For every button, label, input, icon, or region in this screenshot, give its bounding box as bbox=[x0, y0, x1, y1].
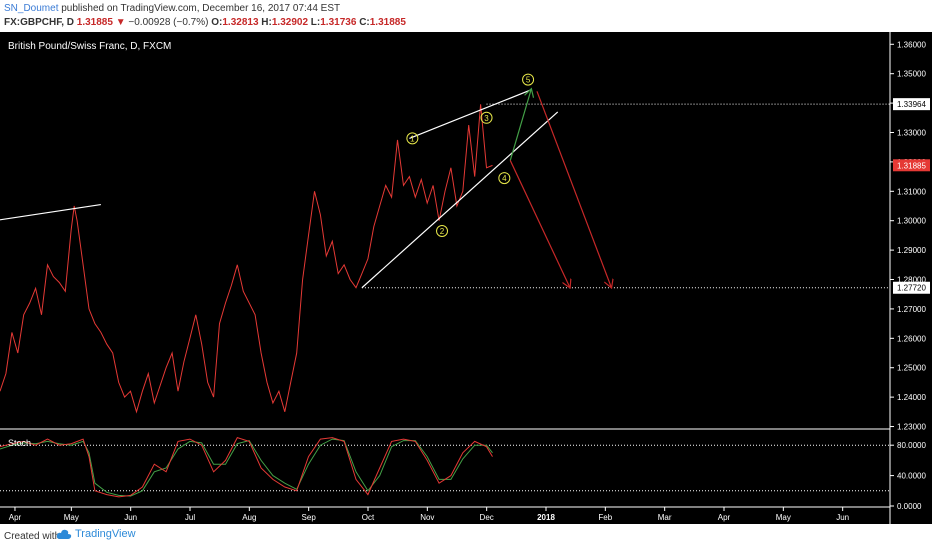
chart-footer: Created with TradingView bbox=[0, 524, 932, 550]
time-tick-label: Aug bbox=[242, 513, 256, 522]
price-tick-label: 1.35000 bbox=[897, 70, 926, 79]
price-badge-label: 1.27720 bbox=[897, 284, 926, 293]
close-main: 1.31885 bbox=[76, 17, 113, 28]
wave-label-2: 2 bbox=[440, 227, 445, 236]
price-tick-label: 1.30000 bbox=[897, 217, 926, 226]
wave-label-circle bbox=[406, 132, 419, 145]
red-projection-arrow bbox=[536, 91, 611, 287]
stoch-tick-label: 0.0000 bbox=[897, 502, 922, 511]
low-value: 1.31736 bbox=[320, 17, 357, 28]
stoch-k-line bbox=[0, 436, 493, 498]
tradingview-logo[interactable]: TradingView bbox=[56, 528, 136, 540]
green-projection-arrow bbox=[509, 90, 531, 161]
time-tick-label: Oct bbox=[362, 513, 375, 522]
price-tick-label: 1.33000 bbox=[897, 129, 926, 138]
high-label: H: bbox=[261, 17, 272, 28]
low-label: L: bbox=[310, 17, 321, 28]
time-tick-label: Apr bbox=[9, 513, 22, 522]
price-tick-label: 1.36000 bbox=[897, 40, 926, 49]
time-tick-label: Jun bbox=[124, 513, 137, 522]
price-badge bbox=[893, 98, 930, 111]
wave-label-4: 4 bbox=[502, 174, 507, 183]
published-text: published on TradingView.com, December 1… bbox=[61, 3, 341, 14]
created-with-text: Created with bbox=[4, 531, 61, 542]
price-badge bbox=[893, 281, 930, 294]
trend-line bbox=[0, 203, 101, 221]
high-value: 1.32902 bbox=[271, 17, 309, 28]
change-value: −0.00928 (−0.7%) bbox=[128, 17, 209, 28]
price-tick-label: 1.23000 bbox=[897, 423, 926, 432]
red-projection-arrow bbox=[509, 160, 569, 286]
publish-info: SN_Doumet published on TradingView.com, … bbox=[4, 3, 340, 14]
chart-title: British Pound/Swiss Franc, D, FXCM bbox=[8, 41, 171, 52]
time-tick-label: Mar bbox=[658, 513, 672, 522]
time-tick-label: Jul bbox=[185, 513, 195, 522]
wave-label-1: 1 bbox=[410, 134, 415, 143]
price-tick-label: 1.24000 bbox=[897, 393, 926, 402]
down-triangle-icon: ▼ bbox=[115, 17, 126, 28]
stoch-tick-label: 40.0000 bbox=[897, 472, 926, 481]
wave-label-5: 5 bbox=[526, 76, 531, 85]
time-tick-label: May bbox=[64, 513, 79, 522]
wave-label-3: 3 bbox=[484, 114, 489, 123]
chart-header: SN_Doumet published on TradingView.com, … bbox=[0, 0, 932, 32]
price-tick-label: 1.26000 bbox=[897, 334, 926, 343]
time-tick-label: Apr bbox=[718, 513, 731, 522]
wave-label-circle bbox=[436, 225, 449, 237]
time-tick-label: Feb bbox=[598, 513, 612, 522]
price-tick-label: 1.28000 bbox=[897, 276, 926, 285]
ohlc-line: FX:GBPCHF, D 1.31885 ▼ −0.00928 (−0.7%) … bbox=[4, 17, 406, 28]
price-badge-label: 1.31885 bbox=[897, 161, 926, 170]
open-label: O: bbox=[211, 17, 223, 28]
stoch-tick-label: 80.0000 bbox=[897, 441, 926, 450]
time-tick-label: May bbox=[776, 513, 791, 522]
time-tick-label: Nov bbox=[420, 513, 434, 522]
wave-label-circle bbox=[498, 172, 511, 185]
time-tick-label: Dec bbox=[480, 513, 494, 522]
wave-label-circle bbox=[522, 73, 535, 86]
price-tick-label: 1.29000 bbox=[897, 246, 926, 255]
price-line bbox=[0, 104, 493, 414]
price-tick-label: 1.31000 bbox=[897, 187, 926, 196]
cloud-icon bbox=[56, 529, 72, 539]
price-tick-label: 1.25000 bbox=[897, 364, 926, 373]
time-tick-label: Jun bbox=[836, 513, 849, 522]
author-link[interactable]: SN_Doumet bbox=[4, 3, 59, 14]
wave-label-circle bbox=[480, 111, 493, 124]
price-badge bbox=[893, 159, 930, 172]
tradingview-brand: TradingView bbox=[75, 528, 136, 540]
symbol-label: FX:GBPCHF, D bbox=[4, 17, 74, 28]
close-value: 1.31885 bbox=[369, 17, 406, 28]
close-label: C: bbox=[359, 17, 370, 28]
price-tick-label: 1.27000 bbox=[897, 305, 926, 314]
trend-line bbox=[361, 111, 559, 289]
stoch-label: Stoch bbox=[8, 438, 31, 448]
time-tick-label: Sep bbox=[302, 513, 317, 522]
open-value: 1.32813 bbox=[222, 17, 259, 28]
trend-line bbox=[409, 89, 532, 139]
price-badge-label: 1.33964 bbox=[897, 100, 926, 109]
time-tick-label: 2018 bbox=[537, 513, 555, 522]
